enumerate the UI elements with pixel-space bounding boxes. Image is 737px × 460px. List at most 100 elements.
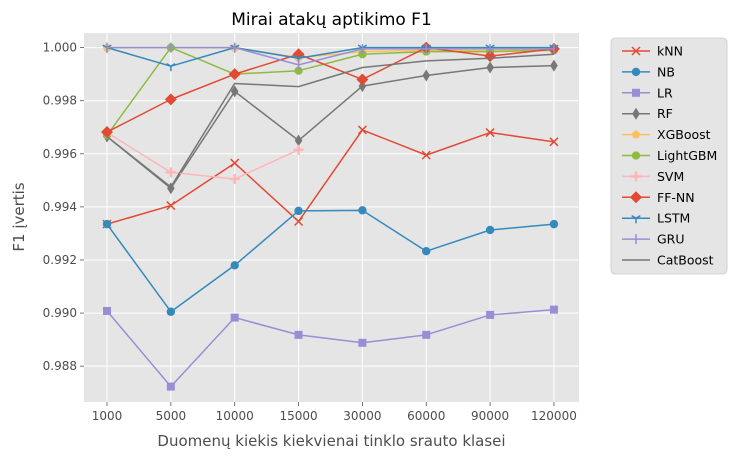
point-nb [294,206,303,216]
line-lr [106,308,555,388]
line-rf [106,64,554,190]
legend-item-knn: kNN [622,44,683,59]
legend-item-lr: LR [622,85,673,100]
legend-item-gru: GRU [622,232,685,247]
legend-label-lstm: LSTM [657,211,690,226]
point-lightgbm [358,50,367,59]
legend-marker-nb [631,67,641,77]
point-rf [422,69,431,82]
legend-label-xgboost: XGBoost [657,127,711,142]
point-lr [358,338,367,347]
point-lr [294,330,303,339]
legend-marker-svm [631,171,641,182]
series-knn [102,125,559,229]
y-tick-label: 1.000 [43,41,77,55]
x-tick-label: 90000 [471,409,509,423]
line-catboost [106,53,554,188]
point-lr [549,305,558,314]
x-tick-label: 120000 [531,409,577,423]
point-knn [549,137,559,147]
point-ff-nn [228,68,241,81]
series-nb [102,206,559,316]
legend-item-lightgbm: LightGBM [622,148,717,163]
legend-label-rf: RF [657,106,673,121]
point-lr [166,382,175,391]
y-tick-labels: 0.988 0.990 0.992 0.994 0.996 0.998 1.000 [43,41,77,374]
x-tick-label: 10000 [216,409,254,423]
legend-marker-knn [631,46,641,56]
point-rf [294,134,303,147]
point-knn [230,158,240,168]
legend-marker-rf [632,107,640,120]
legend-marker-xgboost [631,130,641,139]
legend-item-xgboost: XGBoost [622,127,711,142]
chart-title: Mirai atakų aptikimo F1 [231,10,432,30]
x-tick-label: 5000 [156,409,187,423]
series-svm [102,127,304,185]
y-tick-label: 0.992 [43,253,77,267]
x-axis-label: Duomenų kiekis kiekvienai tinklo srauto … [157,432,505,450]
x-tick-label: 15000 [279,409,317,423]
x-tick-labels: 1000 5000 10000 15000 30000 60000 90000 120000 [92,409,577,423]
point-knn [294,216,304,227]
y-tick-label: 0.996 [43,147,77,161]
point-ff-nn [101,126,113,139]
legend-label-ff-nn: FF-NN [657,190,695,205]
plot-area [84,33,579,402]
point-svm [293,144,304,155]
point-rf [550,59,558,72]
point-lr [486,310,495,319]
point-lstm [166,63,176,72]
legend-label-knn: kNN [657,44,683,59]
point-ff-nn [356,73,369,86]
x-tick-label: 60000 [407,409,445,423]
point-rf [230,85,239,98]
legend-label-lr: LR [657,85,673,100]
line-nb [106,209,555,313]
point-nb [549,219,559,229]
point-lr [103,306,111,315]
line-lightgbm [106,46,554,136]
point-lr [422,330,431,339]
point-nb [230,261,239,270]
point-rf [486,61,494,74]
legend-item-svm: SVM [622,169,684,184]
series-ff-nn [101,41,560,139]
point-lightgbm [294,66,303,75]
legend-item-lstm: LSTM [622,211,690,226]
line-lstm [106,46,554,67]
line-ff-nn [106,46,555,133]
legend-label-gru: GRU [657,232,685,247]
legend-item-ff-nn: FF-NN [622,190,695,205]
point-knn [166,201,176,211]
legend-marker-ff-nn [630,191,642,204]
line-svm [106,131,299,180]
legend-label-nb: NB [657,64,675,79]
line-gru [107,46,554,66]
legend: kNN NB LR RF XGBoost LightGBM SVM FF-NN LSTM GRU C… [610,37,728,275]
line-knn [106,129,555,225]
point-knn [485,128,495,138]
legend-item-nb: NB [622,64,675,79]
legend-label-catboost: CatBoost [657,253,714,268]
point-lr [230,313,239,322]
legend-item-catboost: CatBoost [622,253,714,268]
legend-marker-lightgbm [632,151,640,160]
point-ff-nn [484,50,497,63]
legend-label-lightgbm: LightGBM [657,148,717,163]
point-nb [166,307,176,316]
legend-marker-lr [632,88,640,97]
point-nb [485,225,495,235]
series-gru [106,42,555,70]
point-nb [102,219,112,229]
legend-marker-lstm [631,215,641,224]
series-catboost [106,53,554,188]
series-lr [103,305,558,391]
point-knn [421,150,431,160]
x-tick-label: 1000 [92,409,123,423]
legend-box [610,37,728,275]
point-ff-nn [164,93,177,106]
legend-label-svm: SVM [657,169,684,184]
y-axis-label: F1 įvertis [10,182,28,251]
series-lines [101,41,560,391]
